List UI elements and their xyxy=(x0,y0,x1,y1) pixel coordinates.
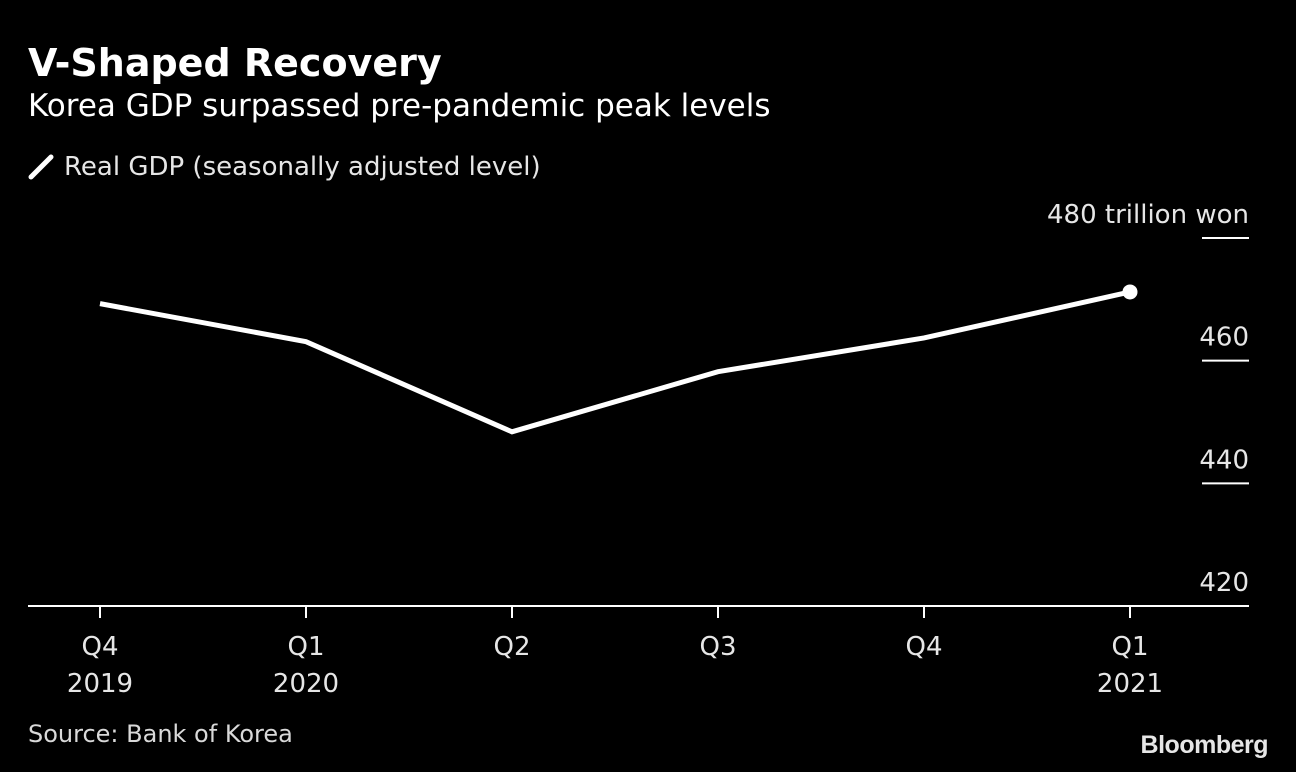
x-tick-label-quarter: Q4 xyxy=(905,632,942,662)
legend-line-icon xyxy=(28,154,54,180)
chart-title: V-Shaped Recovery xyxy=(28,41,442,85)
series-layer xyxy=(99,284,1138,435)
source-note: Source: Bank of Korea xyxy=(28,720,293,748)
series-line xyxy=(99,289,1131,435)
bloomberg-logo: Bloomberg xyxy=(1140,731,1269,759)
legend-label: Real GDP (seasonally adjusted level) xyxy=(64,152,541,182)
series-end-point xyxy=(1122,284,1138,300)
y-tick-label: 420 xyxy=(1199,568,1249,598)
x-tick-label-quarter: Q4 xyxy=(81,632,118,662)
y-tick-label: 440 xyxy=(1199,445,1249,475)
y-axis: 420 440 460 480 trillion won xyxy=(1047,200,1249,598)
x-tick-label-year: 2020 xyxy=(273,669,339,699)
y-tick-label: 460 xyxy=(1199,323,1249,353)
x-tick-label-quarter: Q3 xyxy=(699,632,736,662)
chart-subtitle: Korea GDP surpassed pre-pandemic peak le… xyxy=(28,88,771,124)
x-tick-label-quarter: Q1 xyxy=(287,632,324,662)
x-tick-label-year: 2021 xyxy=(1097,669,1163,699)
x-axis: Q4 2019 Q1 2020 Q2 Q3 Q4 Q1 2021 xyxy=(28,605,1249,699)
x-tick-label-quarter: Q1 xyxy=(1111,632,1148,662)
x-tick-label-year: 2019 xyxy=(67,669,133,699)
x-tick-label-quarter: Q2 xyxy=(493,632,530,662)
legend: Real GDP (seasonally adjusted level) xyxy=(28,150,541,184)
y-tick-label: 480 trillion won xyxy=(1047,200,1249,230)
